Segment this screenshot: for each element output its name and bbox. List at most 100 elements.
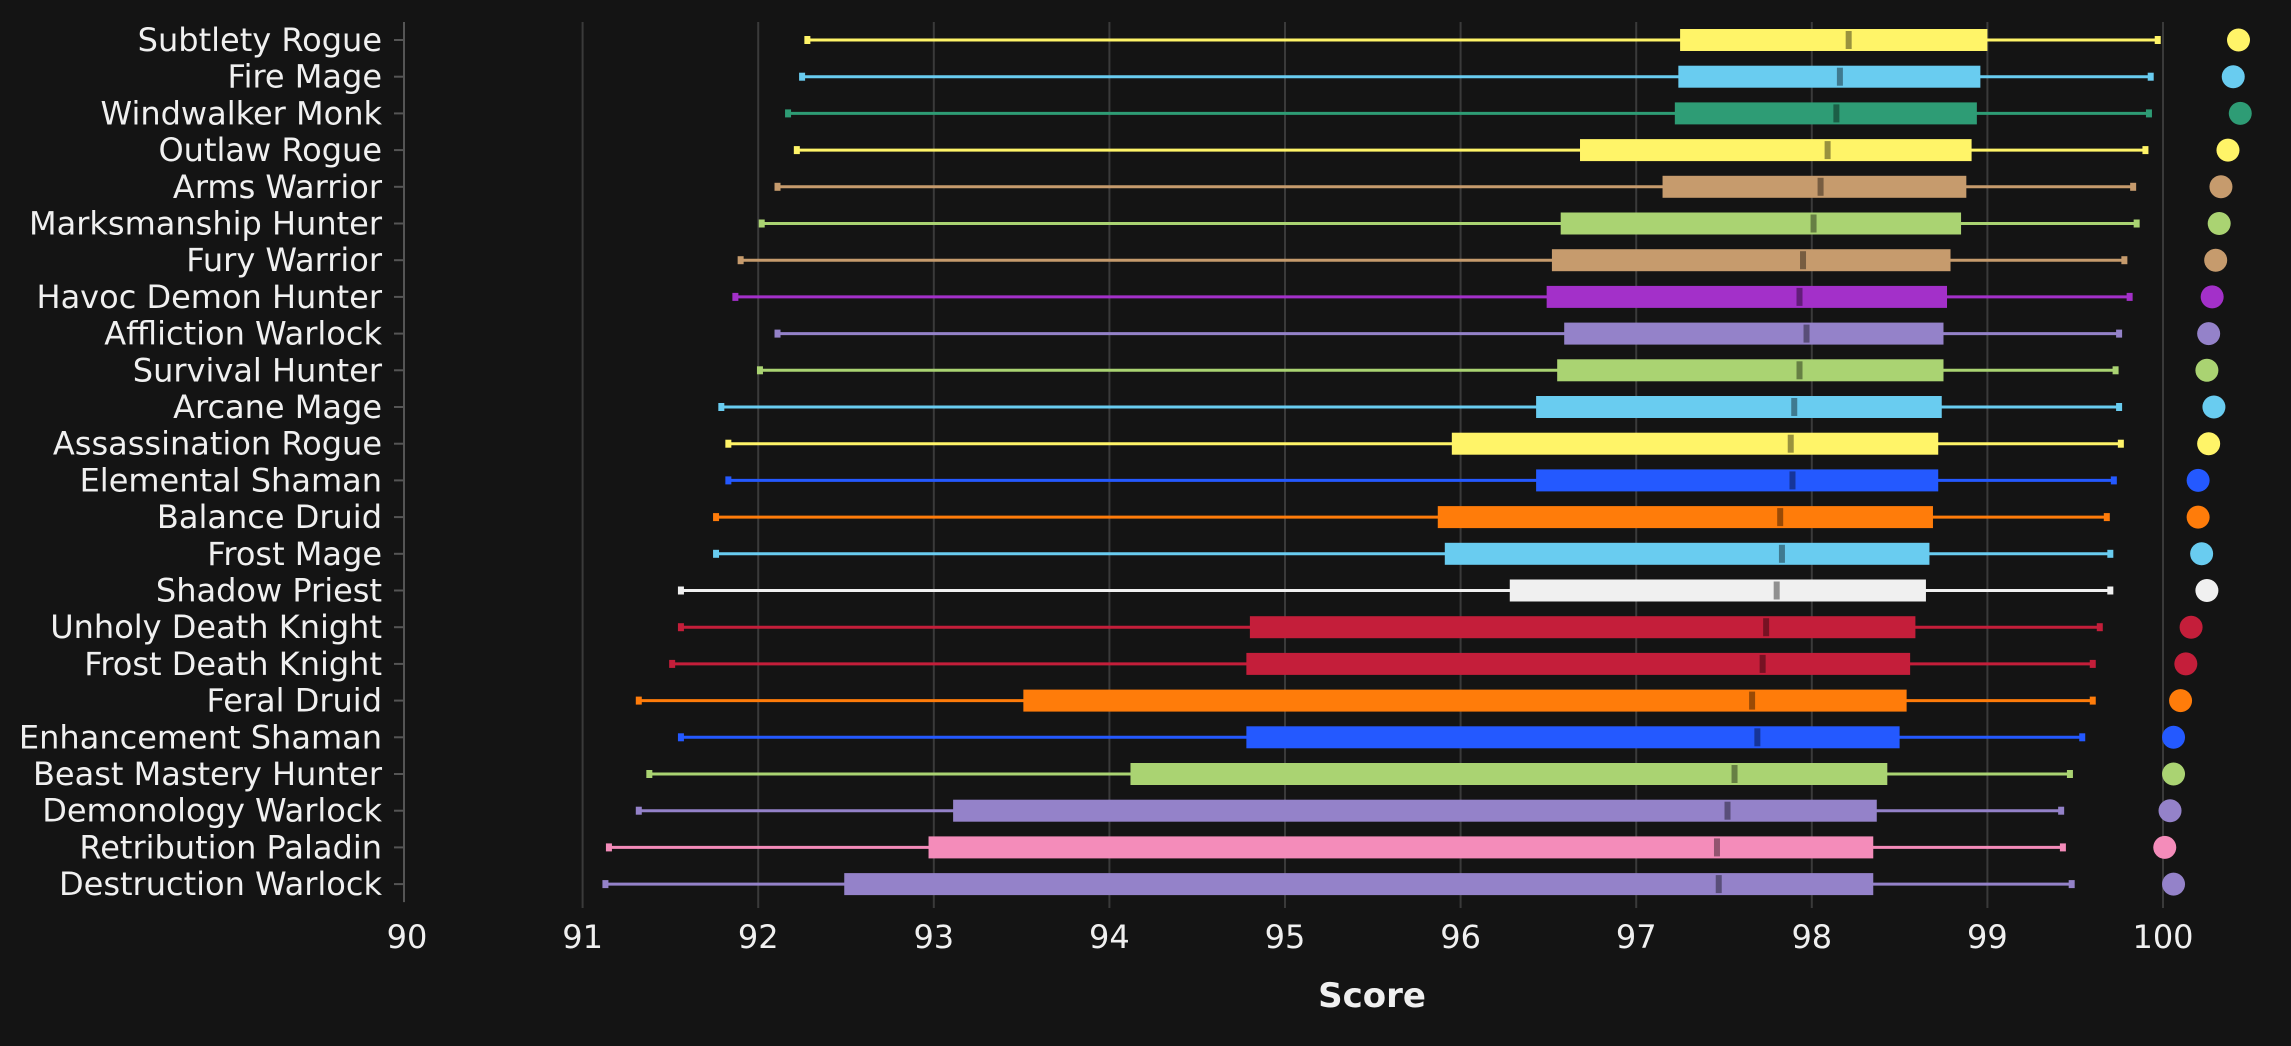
iqr-box [1564,322,1944,345]
whisker-max-cap [2066,770,2073,778]
whisker-max-cap [2112,366,2119,375]
whisker-min-cap [718,403,725,411]
whisker-min-cap [774,329,781,338]
box-series [758,212,2231,235]
iqr-box [1674,102,1977,125]
category-label: Survival Hunter [133,351,383,389]
whisker-min-cap [737,256,744,265]
median-mark [1817,177,1824,196]
category-label: Outlaw Rogue [158,131,382,169]
top-score-dot [2169,689,2193,713]
iqr-box [928,836,1874,859]
median-mark [1759,654,1766,673]
category-label: Frost Death Knight [84,645,382,683]
whisker-min-cap [756,366,763,375]
box-series [669,652,2198,676]
box-series [774,175,2233,199]
top-score-dot [2174,652,2198,676]
x-tick-label: 90 [387,918,428,956]
whisker-min-cap [713,513,720,522]
top-score-dot [2207,212,2231,235]
median-mark [1845,31,1852,49]
iqr-box [1536,396,1942,418]
whisker-max-cap [2058,806,2065,815]
iqr-box [953,799,1877,822]
whisker-min-cap [646,770,653,778]
median-mark [1791,398,1798,416]
series-layer [602,28,2252,896]
iqr-box [1551,249,1951,272]
box-series [732,285,2224,309]
whisker-max-cap [2059,843,2066,852]
top-score-dot [2200,285,2224,309]
median-mark [1754,728,1761,747]
top-score-dot [2162,762,2186,786]
whisker-min-cap [758,219,765,228]
category-label: Windwalker Monk [101,94,383,132]
whisker-max-cap [2147,72,2154,81]
category-label: Fire Mage [228,58,383,96]
whisker-max-cap [2116,403,2123,411]
whisker-max-cap [2107,586,2114,595]
whisker-min-cap [605,843,612,852]
category-label: Fury Warrior [186,241,383,279]
x-tick-label: 93 [913,918,954,956]
box-series [635,689,2193,713]
top-score-dot [2216,138,2240,162]
whisker-max-cap [2089,659,2096,668]
median-mark [1803,324,1810,343]
median-mark [1824,141,1831,160]
iqr-box [1560,212,1962,235]
iqr-box [1437,506,1933,529]
iqr-box [1246,652,1911,675]
whisker-min-cap [725,476,732,485]
whisker-min-cap [732,292,739,301]
whisker-max-cap [2110,476,2117,485]
iqr-box [1678,65,1981,88]
category-label: Unholy Death Knight [50,608,382,646]
top-score-dot [2204,248,2228,272]
iqr-box [1249,616,1916,639]
whisker-max-cap [2107,549,2114,558]
median-mark [1787,434,1794,453]
top-score-dot [2202,395,2226,419]
iqr-box [1509,579,1926,602]
whisker-min-cap [713,549,720,558]
x-tick-label: 96 [1440,918,1481,956]
box-series [602,872,2186,896]
top-score-dot [2162,725,2186,749]
iqr-box [1536,469,1939,492]
category-label: Enhancement Shaman [19,718,382,756]
top-score-dot [2186,468,2210,492]
box-series [737,248,2228,272]
iqr-box [1557,359,1944,382]
median-mark [1749,691,1756,710]
category-label: Destruction Warlock [59,865,382,903]
box-series [605,835,2177,859]
whisker-max-cap [2096,623,2103,632]
box-series [793,138,2240,162]
whisker-max-cap [2130,182,2137,191]
iqr-box [1246,726,1900,749]
x-tick-label: 99 [1967,918,2008,956]
median-mark [1810,214,1817,233]
top-score-dot [2221,65,2245,89]
box-series [635,799,2182,823]
whisker-max-cap [2126,292,2133,301]
whisker-min-cap [793,146,800,155]
box-series [785,101,2252,125]
top-score-dot [2190,542,2214,566]
x-tick-label: 100 [2132,918,2193,956]
top-score-dot [2197,322,2221,346]
iqr-box [1444,542,1930,565]
category-label: Retribution Paladin [79,828,382,866]
box-series [677,725,2186,749]
box-series [804,28,2251,52]
iqr-box [1546,285,1948,308]
whisker-min-cap [725,439,732,448]
top-score-dot [2209,175,2233,199]
median-mark [1796,361,1803,380]
whisker-max-cap [2142,146,2149,155]
whisker-min-cap [602,880,609,889]
category-label: Affliction Warlock [104,315,382,353]
